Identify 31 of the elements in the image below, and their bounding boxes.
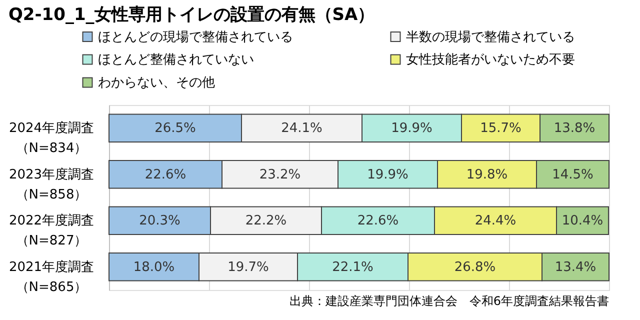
data-label: 22.2% <box>245 214 287 229</box>
data-label: 18.0% <box>133 260 175 275</box>
data-label: 26.8% <box>454 260 496 275</box>
chart-title: Q2-10_1_女性専用トイレの設置の有無（SA） <box>8 5 375 25</box>
data-label: 19.9% <box>367 167 408 182</box>
y-tick-label: 2022年度調査（N=827） <box>8 212 94 249</box>
legend-label: 半数の現場で整備されている <box>406 30 575 45</box>
data-label: 19.7% <box>228 260 269 275</box>
data-label: 15.7% <box>480 121 522 136</box>
y-tick-label: 2024年度調査（N=834） <box>8 120 94 156</box>
data-label: 24.4% <box>474 214 516 229</box>
y-tick-label: 2023年度調査（N=858） <box>8 166 94 202</box>
data-label: 20.3% <box>139 214 180 229</box>
data-label: 19.8% <box>466 167 508 182</box>
y-tick-label: 2021年度調査（N=865） <box>8 258 94 295</box>
data-label: 23.2% <box>259 167 301 182</box>
source-note: 出典：建設産業専門団体連合会 令和6年度調査結果報告書 <box>289 294 609 308</box>
legend-label: ほとんどの現場で整備されている <box>98 30 293 45</box>
data-label: 10.4% <box>562 214 604 229</box>
legend-label: わからない、その他 <box>98 76 215 90</box>
data-label: 22.6% <box>144 167 186 182</box>
data-label: 13.8% <box>554 121 596 136</box>
legend-label: ほとんど整備されていない <box>98 52 254 68</box>
data-label: 13.4% <box>554 260 596 275</box>
data-label: 14.5% <box>552 167 594 182</box>
data-label: 26.5% <box>154 121 196 136</box>
data-label: 22.6% <box>357 214 399 229</box>
data-label: 22.1% <box>332 260 374 275</box>
data-label: 24.1% <box>281 121 322 136</box>
data-label: 19.9% <box>391 121 432 136</box>
legend-label: 女性技能者がいないため不要 <box>406 52 575 68</box>
